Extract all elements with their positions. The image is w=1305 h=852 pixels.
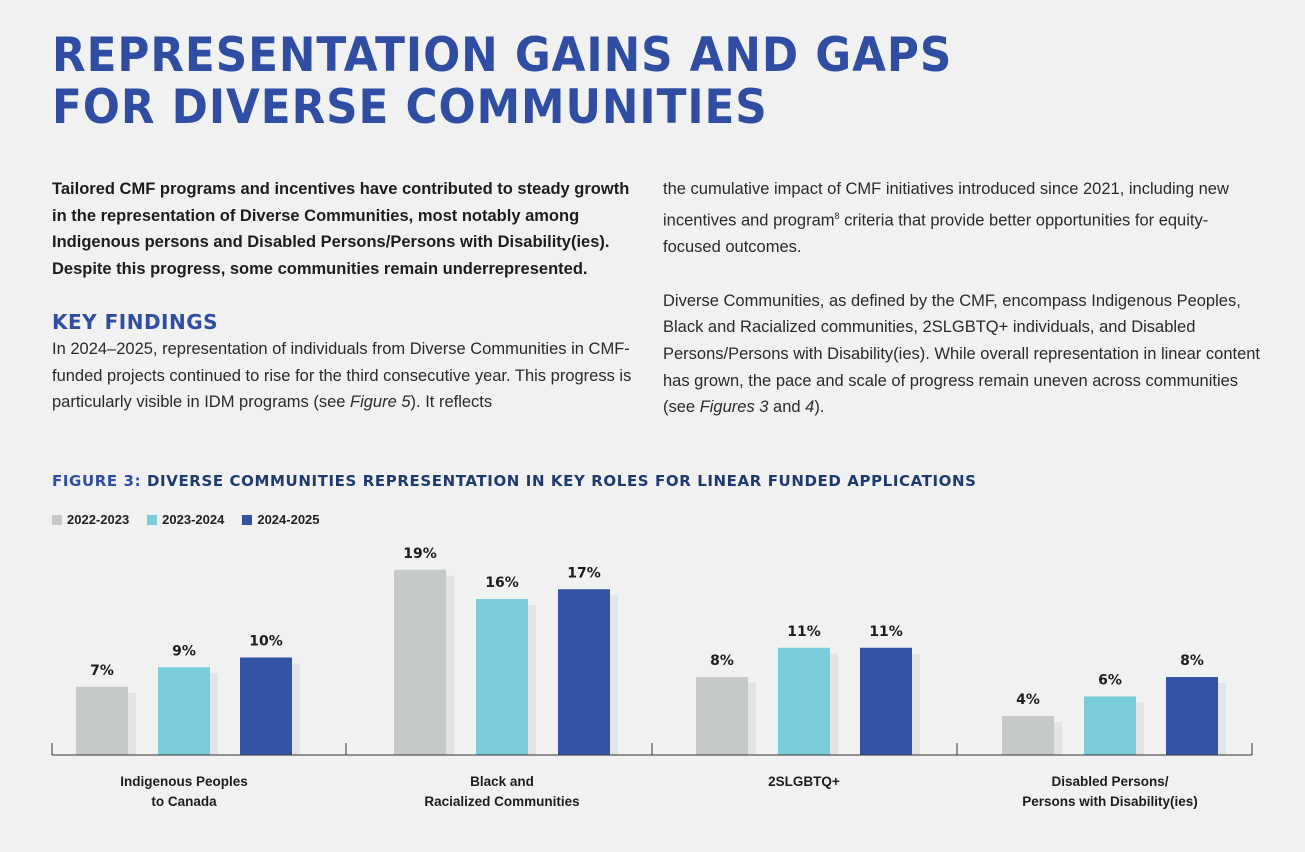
bar-2024-2025-3 [1166,677,1218,755]
legend-label-2024-2025: 2024-2025 [257,512,320,527]
right-p1-start: the cumulative impact of CMF initiatives… [663,180,1229,230]
bar-value-label: 4% [1016,692,1040,708]
key-findings-paragraph: In 2024–2025, representation of individu… [52,336,642,416]
legend-item-2023-2024: 2023-2024 [147,512,224,527]
bar-2024-2025-1 [558,589,610,755]
bar-value-label: 9% [172,643,196,659]
bar-2023-2024-0 [158,667,210,755]
legend-label-2023-2024: 2023-2024 [162,512,225,527]
bar-value-label: 11% [787,624,821,640]
left-column: Tailored CMF programs and incentives hav… [52,176,642,416]
bar-2024-2025-2 [860,647,912,755]
bar-2022-2023-0 [76,686,128,755]
bar-value-label: 7% [90,663,114,679]
bar-value-label: 8% [710,653,734,669]
bar-value-label: 8% [1180,653,1204,669]
category-label: 2SLGBTQ+ [768,774,840,789]
right-paragraph-1: the cumulative impact of CMF initiatives… [663,176,1263,261]
figures-3-reference: Figures 3 [699,398,769,417]
right-p1-end: criteria that provide better opportuniti… [663,211,1209,256]
bar-2022-2023-3 [1002,716,1054,755]
page-title: REPRESENTATION GAINS AND GAPS FOR DIVERS… [52,30,952,134]
right-column: the cumulative impact of CMF initiatives… [663,176,1263,448]
bar-value-label: 10% [249,634,283,650]
figure-title: FIGURE 3: DIVERSE COMMUNITIES REPRESENTA… [52,472,977,490]
legend-item-2024-2025: 2024-2025 [242,512,320,527]
category-label: Disabled Persons/ [1051,774,1168,789]
title-line-1: REPRESENTATION GAINS AND GAPS [52,28,953,83]
bar-2023-2024-2 [778,647,830,755]
category-label: to Canada [151,794,217,809]
bar-value-label: 11% [869,624,903,640]
key-findings-heading: KEY FINDINGS [52,309,219,334]
key-findings-text-start: In 2024–2025, representation of individu… [52,339,632,412]
footnote-marker: 8 [834,210,840,221]
key-findings-text-end: ). It reflects [410,393,493,412]
bar-value-label: 16% [485,575,519,591]
right-p2-start: Diverse Communities, as defined by the C… [663,291,1261,417]
legend-swatch-2022-2023 [52,514,62,525]
right-p2-and: and [768,398,806,417]
legend-swatch-2023-2024 [147,514,158,525]
category-label: Racialized Communities [424,794,579,809]
figure-label: FIGURE 3: [52,472,142,490]
category-label: Indigenous Peoples [120,774,248,789]
bar-2022-2023-1 [394,569,446,755]
bar-value-label: 19% [403,546,437,562]
bar-2022-2023-2 [696,677,748,755]
bar-2023-2024-3 [1084,696,1136,755]
bar-2023-2024-1 [476,599,528,755]
title-line-2: FOR DIVERSE COMMUNITIES [52,80,768,135]
legend-swatch-2024-2025 [242,514,253,525]
bar-2024-2025-0 [240,657,292,755]
right-paragraph-2: Diverse Communities, as defined by the C… [663,288,1263,422]
figure-4-reference: 4 [805,398,815,417]
intro-paragraph: Tailored CMF programs and incentives hav… [52,180,630,279]
bar-value-label: 6% [1098,673,1122,689]
legend-label-2022-2023: 2022-2023 [67,512,130,527]
category-label: Persons with Disability(ies) [1022,794,1198,809]
figure-caption: DIVERSE COMMUNITIES REPRESENTATION IN KE… [141,472,977,490]
figure-5-reference: Figure 5 [350,393,411,412]
right-p2-end: ). [814,398,825,417]
bar-value-label: 17% [567,565,601,581]
chart-legend: 2022-2023 2023-2024 2024-2025 [52,512,320,527]
category-label: Black and [470,774,534,789]
legend-item-2022-2023: 2022-2023 [52,512,129,527]
